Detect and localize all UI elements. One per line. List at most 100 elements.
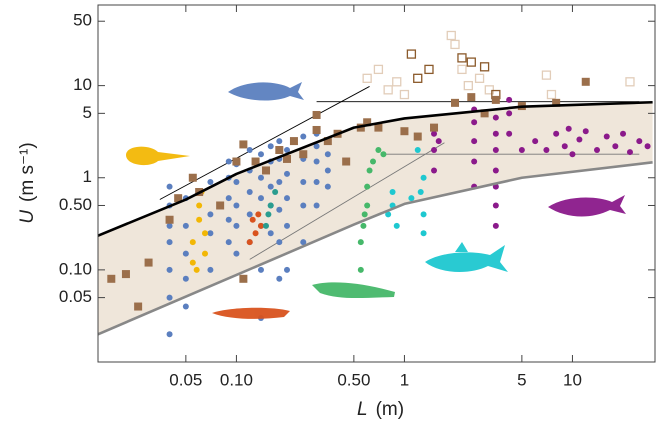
point: [370, 158, 377, 165]
point: [196, 216, 203, 223]
point: [484, 85, 494, 95]
point: [239, 140, 248, 149]
point: [420, 211, 427, 218]
eel-silhouette: [212, 307, 290, 319]
point: [593, 147, 600, 154]
point: [313, 178, 320, 185]
point: [263, 222, 270, 229]
x-tick-label: 0.05: [169, 370, 202, 389]
x-tick-label: 1: [400, 370, 409, 389]
point: [300, 133, 307, 140]
dolphin-silhouette: [548, 195, 626, 217]
point: [506, 96, 513, 103]
x-tick-label: 0.10: [220, 370, 253, 389]
point: [532, 138, 539, 145]
y-unit: (m s⁻¹): [17, 142, 38, 202]
point: [232, 157, 241, 166]
point: [420, 230, 427, 237]
point: [492, 114, 499, 121]
point: [207, 178, 214, 185]
y-tick-label: 10: [73, 75, 92, 94]
point: [561, 143, 568, 150]
x-axis-label: L (m): [357, 399, 404, 420]
point: [406, 49, 417, 59]
point: [414, 147, 421, 154]
x-unit: (m): [376, 399, 404, 420]
x-tick-label: 10: [563, 370, 582, 389]
point: [284, 147, 291, 154]
point: [134, 302, 143, 311]
point: [644, 143, 651, 150]
point: [626, 149, 633, 156]
fish-silhouette: [228, 82, 304, 101]
point: [201, 250, 208, 257]
point: [166, 183, 173, 190]
point: [225, 158, 232, 165]
point: [188, 173, 197, 182]
point: [553, 130, 560, 137]
point: [284, 170, 291, 177]
point: [193, 266, 200, 273]
point: [612, 143, 619, 150]
point: [166, 239, 173, 246]
x-label: L: [357, 399, 368, 420]
point: [165, 215, 174, 224]
point: [272, 189, 279, 196]
point: [364, 183, 371, 190]
point: [239, 274, 248, 283]
point: [479, 62, 490, 72]
point: [283, 154, 292, 163]
point: [506, 110, 513, 117]
band: [98, 102, 653, 335]
point: [324, 151, 331, 158]
point: [357, 239, 364, 246]
point: [620, 130, 627, 137]
point: [393, 222, 400, 229]
point: [276, 239, 283, 246]
x-tick-label: 5: [517, 370, 526, 389]
point: [603, 133, 610, 140]
point: [357, 266, 364, 273]
point: [506, 130, 513, 137]
point: [166, 331, 173, 338]
point: [284, 222, 291, 229]
point: [262, 166, 271, 175]
silhouettes: [126, 82, 626, 319]
point: [276, 178, 283, 185]
point: [467, 93, 476, 102]
point: [431, 167, 438, 174]
bound-curve: [97, 100, 653, 237]
point: [276, 206, 283, 213]
point: [267, 143, 274, 150]
point: [174, 194, 183, 203]
guide-line: [249, 142, 445, 260]
point: [399, 89, 410, 100]
point: [417, 189, 424, 196]
point: [569, 151, 576, 158]
background: [98, 102, 653, 335]
point: [257, 195, 264, 202]
point: [313, 158, 320, 165]
point: [471, 158, 478, 165]
point: [233, 202, 240, 209]
data-layer: [97, 30, 653, 338]
point: [257, 222, 264, 229]
point: [267, 230, 274, 237]
y-tick-label: 50: [73, 11, 92, 30]
point: [207, 230, 214, 237]
point: [207, 266, 214, 273]
point: [565, 125, 572, 132]
point: [312, 110, 321, 119]
point: [246, 189, 253, 196]
point: [552, 98, 561, 107]
point: [144, 258, 153, 267]
y-tick-label: 0.10: [59, 259, 92, 278]
point: [625, 77, 635, 87]
point: [366, 167, 373, 174]
point: [252, 230, 259, 237]
point: [182, 275, 189, 282]
point: [474, 73, 485, 83]
plot-frame: [97, 4, 656, 363]
y-label: U: [17, 210, 38, 224]
point: [276, 275, 283, 282]
